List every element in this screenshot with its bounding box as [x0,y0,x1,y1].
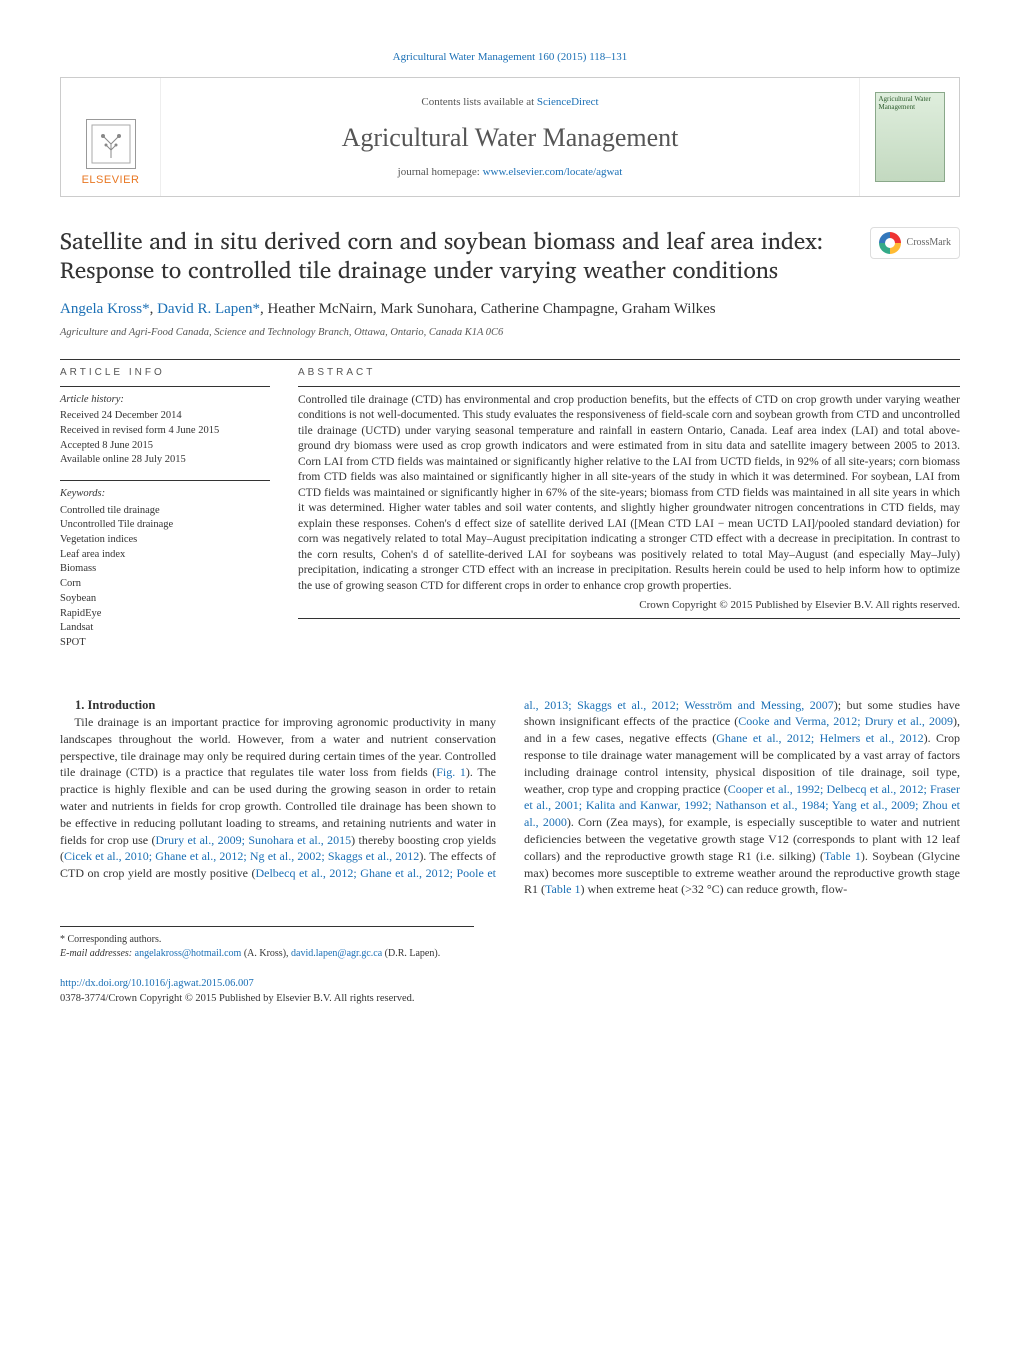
text: Tile drainage is an important practice f… [60,715,496,779]
figure-ref-link[interactable]: Fig. 1 [436,765,466,779]
table-ref-link[interactable]: Table 1 [545,882,580,896]
rule [298,618,960,619]
affiliation: Agriculture and Agri-Food Canada, Scienc… [60,326,960,341]
info-abstract-row: article info Article history: Received 2… [60,366,960,663]
sciencedirect-link[interactable]: ScienceDirect [537,96,599,108]
citation-link[interactable]: Cooke and Verma, 2012; Drury et al., 200… [738,714,953,728]
abstract-text: Controlled tile drainage (CTD) has envir… [298,393,960,595]
homepage-prefix: journal homepage: [398,166,483,178]
author-link[interactable]: David R. Lapen [157,301,252,317]
header-citation-link[interactable]: Agricultural Water Management 160 (2015)… [393,51,628,63]
keyword: Leaf area index [60,548,270,563]
email-label: E-mail addresses: [60,948,132,959]
doi-block: http://dx.doi.org/10.1016/j.agwat.2015.0… [60,977,960,1006]
author-rest: Heather McNairn, Mark Sunohara, Catherin… [267,301,715,317]
footnotes: * Corresponding authors. E-mail addresse… [60,926,474,961]
keywords-block: Keywords: Controlled tile drainage Uncon… [60,480,270,651]
corr-mark[interactable]: * [252,301,260,317]
crossmark-label: CrossMark [907,236,951,250]
corr-text: Corresponding authors. [68,934,162,945]
keyword: Soybean [60,592,270,607]
abstract-body: Controlled tile drainage (CTD) has envir… [298,386,960,614]
history-item: Accepted 8 June 2015 [60,439,270,454]
citation-link[interactable]: Ghane et al., 2012; Helmers et al., 2012 [716,731,923,745]
intro-paragraph: Tile drainage is an important practice f… [60,697,960,899]
abstract-head: abstract [298,366,960,380]
doi-link[interactable]: http://dx.doi.org/10.1016/j.agwat.2015.0… [60,978,254,989]
text: ) when extreme heat (>32 °C) can reduce … [580,882,847,896]
keyword: SPOT [60,636,270,651]
homepage-line: journal homepage: www.elsevier.com/locat… [398,165,623,180]
cover-block: Agricultural Water Management [859,78,959,196]
article-title: Satellite and in situ derived corn and s… [60,227,840,285]
corr-author-note: * Corresponding authors. [60,933,474,947]
history-item: Received in revised form 4 June 2015 [60,424,270,439]
banner-center: Contents lists available at ScienceDirec… [161,78,859,196]
authors: Angela Kross*, David R. Lapen*, Heather … [60,299,960,320]
history-head: Article history: [60,393,270,408]
section-head-intro: 1. Introduction [60,697,496,715]
corr-mark[interactable]: * [142,301,150,317]
history-item: Available online 28 July 2015 [60,453,270,468]
crossmark-badge[interactable]: CrossMark [870,227,960,259]
title-block: Satellite and in situ derived corn and s… [60,227,960,285]
page: Agricultural Water Management 160 (2015)… [0,0,1020,1047]
history-item: Received 24 December 2014 [60,409,270,424]
table-ref-link[interactable]: Table 1 [824,849,861,863]
rule [60,359,960,360]
article-info-col: article info Article history: Received 2… [60,366,270,663]
author-link[interactable]: Angela Kross [60,301,142,317]
keyword: Biomass [60,562,270,577]
body-columns: 1. Introduction Tile drainage is an impo… [60,697,960,899]
sep: , [150,301,158,317]
journal-banner: ELSEVIER Contents lists available at Sci… [60,77,960,197]
journal-name: Agricultural Water Management [342,120,679,156]
keyword: Corn [60,577,270,592]
homepage-link[interactable]: www.elsevier.com/locate/agwat [483,166,623,178]
keywords-head: Keywords: [60,487,270,502]
keyword: Controlled tile drainage [60,504,270,519]
contents-line: Contents lists available at ScienceDirec… [421,95,598,110]
issn-copyright: 0378-3774/Crown Copyright © 2015 Publish… [60,992,960,1007]
header-citation: Agricultural Water Management 160 (2015)… [60,50,960,65]
abstract-col: abstract Controlled tile drainage (CTD) … [298,366,960,663]
elsevier-tree-icon [86,119,136,169]
history-block: Article history: Received 24 December 20… [60,386,270,468]
keyword: Landsat [60,621,270,636]
email-who: (A. Kross), [241,948,291,959]
citation-link[interactable]: Cicek et al., 2010; Ghane et al., 2012; … [64,849,419,863]
citation-link[interactable]: Drury et al., 2009; Sunohara et al., 201… [156,833,352,847]
keyword: RapidEye [60,607,270,622]
keyword: Uncontrolled Tile drainage [60,518,270,533]
email-line: E-mail addresses: angelakross@hotmail.co… [60,947,474,961]
contents-prefix: Contents lists available at [421,96,536,108]
publisher-block: ELSEVIER [61,78,161,196]
email-link[interactable]: angelakross@hotmail.com [135,948,242,959]
email-who: (D.R. Lapen). [382,948,440,959]
article-info-head: article info [60,366,270,380]
abstract-copyright: Crown Copyright © 2015 Published by Else… [298,598,960,613]
email-link[interactable]: david.lapen@agr.gc.ca [291,948,382,959]
crossmark-icon [879,232,901,254]
journal-cover-icon: Agricultural Water Management [875,92,945,182]
keyword: Vegetation indices [60,533,270,548]
publisher-name: ELSEVIER [82,173,140,188]
